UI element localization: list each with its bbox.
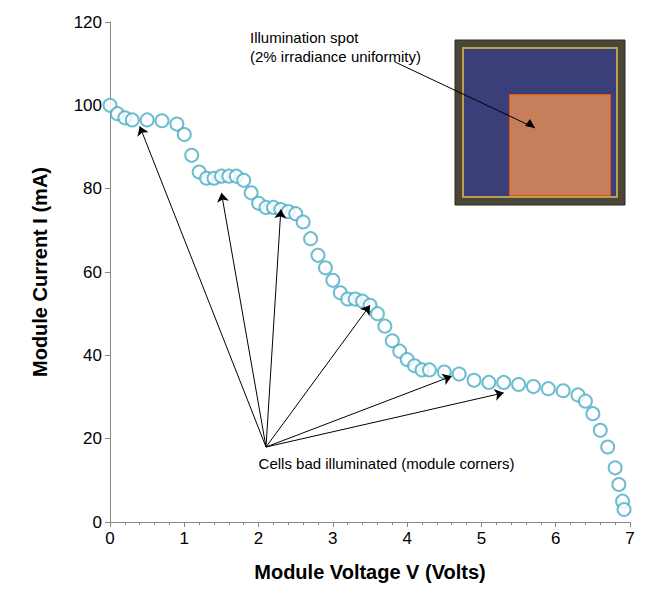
svg-text:7: 7 [625, 529, 634, 548]
svg-text:80: 80 [83, 179, 102, 198]
svg-text:Module Voltage V (Volts): Module Voltage V (Volts) [254, 561, 485, 583]
svg-text:1: 1 [180, 529, 189, 548]
svg-text:120: 120 [74, 13, 102, 32]
svg-text:Module Current I (mA): Module Current I (mA) [29, 167, 51, 377]
svg-text:5: 5 [477, 529, 486, 548]
svg-text:Cells bad illuminated (module: Cells bad illuminated (module corners) [259, 455, 515, 472]
svg-text:60: 60 [83, 263, 102, 282]
svg-text:3: 3 [328, 529, 337, 548]
svg-text:100: 100 [74, 96, 102, 115]
svg-text:0: 0 [105, 529, 114, 548]
svg-text:20: 20 [83, 429, 102, 448]
svg-text:Illumination spot: Illumination spot [250, 29, 359, 46]
svg-text:2: 2 [254, 529, 263, 548]
svg-text:40: 40 [83, 346, 102, 365]
svg-text:6: 6 [551, 529, 560, 548]
svg-text:0: 0 [93, 513, 102, 532]
svg-text:(2% irradiance uniformity): (2% irradiance uniformity) [250, 48, 421, 65]
svg-text:4: 4 [402, 529, 411, 548]
